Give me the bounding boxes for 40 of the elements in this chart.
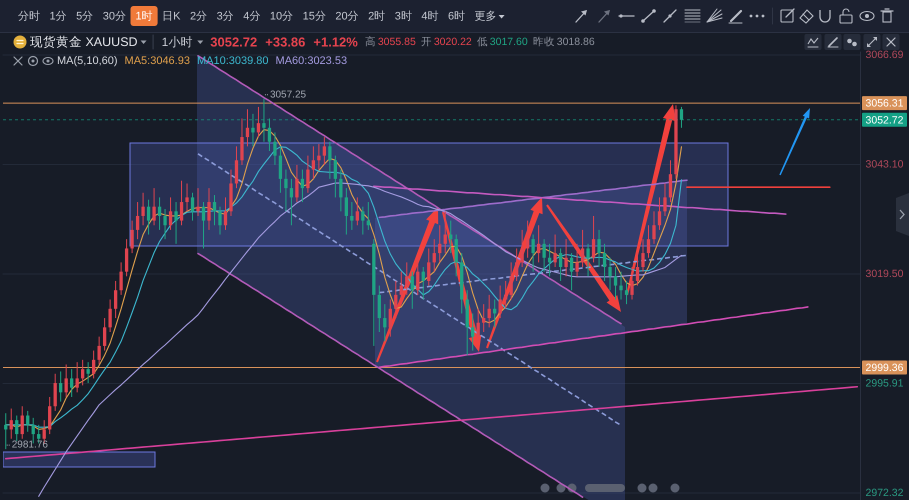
- text: +1.12%: [313, 34, 358, 50]
- y-tick-label: 3066.69: [866, 48, 904, 61]
- text: 1分: [50, 10, 67, 22]
- text: 5分: [76, 10, 94, 22]
- text: 30分: [102, 10, 126, 22]
- text: 1时: [136, 10, 153, 22]
- data-note: 2981.76: [6, 440, 48, 451]
- text: 20分: [335, 10, 359, 22]
- text: 开: [420, 36, 432, 48]
- text: +33.86: [265, 34, 306, 50]
- y-tick-label: 2995.91: [866, 377, 904, 390]
- text: 4分: [243, 10, 260, 22]
- text: 分时: [18, 10, 40, 22]
- data-note: 3057.25: [264, 89, 306, 100]
- text: 2时: [368, 10, 386, 22]
- text: 6时: [448, 10, 466, 22]
- text: 昨收: [532, 36, 555, 48]
- chart-subtitle: 1小时: [162, 35, 192, 49]
- price-tag: 3052.72: [862, 112, 907, 127]
- chart-title: 现货黄金 XAUUSD: [30, 35, 138, 49]
- price-tag: 2999.36: [862, 360, 907, 374]
- text: 低: [476, 36, 488, 48]
- text: 15分: [302, 10, 326, 22]
- text: 10分: [270, 10, 294, 22]
- text: 日K: [162, 10, 182, 22]
- y-tick-label: 3019.50: [866, 268, 904, 280]
- text: 4时: [421, 10, 438, 22]
- y-tick-label: 2972.32: [866, 486, 904, 499]
- text: 3017.60: [490, 36, 528, 48]
- text: 3052.72: [210, 34, 258, 50]
- text: 3018.86: [556, 36, 595, 48]
- text: 3020.22: [434, 36, 472, 48]
- text: 3分: [216, 10, 234, 22]
- y-tick-label: 3043.10: [866, 158, 904, 170]
- text: 更多: [474, 10, 497, 22]
- price-tag: 3056.31: [862, 96, 907, 110]
- text: 3055.85: [378, 36, 416, 48]
- text: 高: [364, 35, 376, 48]
- text: 3时: [394, 10, 412, 22]
- text: 2分: [190, 10, 208, 22]
